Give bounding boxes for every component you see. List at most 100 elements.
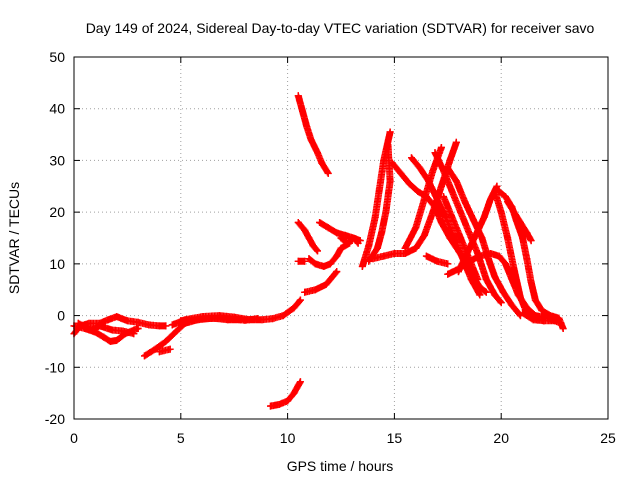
- data-point: [429, 167, 437, 175]
- data-point: [433, 195, 441, 203]
- series-arc-10: [294, 218, 322, 255]
- series-arc-07: [177, 314, 262, 325]
- data-point: [326, 260, 334, 268]
- data-point: [529, 316, 537, 324]
- data-point: [303, 123, 311, 131]
- data-point: [294, 381, 302, 389]
- data-point: [267, 402, 275, 410]
- chart-title: Day 149 of 2024, Sidereal Day-to-day VTE…: [86, 20, 595, 36]
- data-point: [324, 169, 332, 177]
- data-point: [290, 389, 298, 397]
- data-point: [482, 275, 490, 283]
- data-point: [309, 242, 317, 250]
- data-point: [433, 257, 441, 265]
- data-point: [497, 208, 505, 216]
- y-tick-label: -10: [45, 359, 65, 375]
- data-point: [279, 312, 287, 320]
- data-point: [358, 262, 366, 270]
- data-point: [301, 288, 309, 296]
- data-point: [523, 255, 531, 263]
- data-point: [369, 255, 377, 263]
- data-point: [337, 234, 345, 242]
- data-point: [452, 138, 460, 146]
- data-point: [386, 177, 394, 185]
- data-point: [333, 268, 341, 276]
- data-point: [134, 318, 142, 326]
- data-point: [457, 208, 465, 216]
- data-point: [113, 336, 121, 344]
- data-point: [108, 326, 116, 334]
- x-tick-label: 25: [600, 430, 616, 446]
- data-point: [495, 187, 503, 195]
- data-point: [119, 327, 127, 335]
- data-point: [461, 198, 469, 206]
- data-point: [311, 260, 319, 268]
- data-point: [333, 252, 341, 260]
- data-point: [371, 213, 379, 221]
- data-point: [480, 213, 488, 221]
- data-point: [145, 321, 153, 329]
- data-point: [284, 397, 292, 405]
- data-point: [301, 226, 309, 234]
- data-point: [397, 169, 405, 177]
- series-arc-08: [267, 378, 304, 410]
- series-arc-09: [294, 92, 332, 177]
- data-point: [495, 252, 503, 260]
- x-tick-label: 15: [387, 430, 403, 446]
- axis-ticks: [73, 56, 609, 420]
- data-point: [444, 260, 452, 268]
- data-point: [316, 218, 324, 226]
- data-point: [299, 107, 307, 115]
- data-point: [463, 250, 471, 258]
- data-point: [162, 322, 170, 330]
- data-point: [296, 296, 304, 304]
- data-point: [356, 237, 364, 245]
- data-point: [446, 156, 454, 164]
- data-point: [474, 275, 482, 283]
- series-arc-30: [504, 198, 535, 245]
- data-point: [448, 213, 456, 221]
- series-arc-16: [358, 128, 394, 270]
- data-point: [499, 288, 507, 296]
- data-point: [448, 187, 456, 195]
- data-point: [341, 231, 349, 239]
- data-point: [365, 242, 373, 250]
- y-tick-label: 10: [49, 256, 65, 272]
- data-point: [465, 257, 473, 265]
- data-point: [444, 164, 452, 172]
- series-arc-13: [301, 268, 341, 296]
- data-point: [294, 92, 302, 100]
- series-arc-12: [305, 239, 354, 270]
- data-point: [538, 306, 546, 314]
- data-point: [375, 185, 383, 193]
- series-arc-17: [365, 141, 394, 265]
- data-point: [457, 234, 465, 242]
- data-point: [294, 218, 302, 226]
- data-point: [482, 288, 490, 296]
- data-point: [510, 265, 518, 273]
- x-tick-label: 0: [70, 430, 78, 446]
- data-point: [431, 203, 439, 211]
- data-point: [155, 322, 163, 330]
- data-point: [151, 345, 159, 353]
- data-point: [386, 128, 394, 136]
- data-point: [476, 252, 484, 260]
- series-arc-03: [74, 319, 138, 338]
- y-axis-title: SDTVAR / TECUs: [6, 182, 22, 294]
- series-arc-15: [337, 234, 364, 247]
- data-point: [472, 231, 480, 239]
- data-point: [311, 286, 319, 294]
- data-point: [100, 333, 108, 341]
- x-tick-label: 10: [280, 430, 296, 446]
- data-point: [416, 164, 424, 172]
- data-point: [440, 193, 448, 201]
- x-tick-label: 5: [177, 430, 185, 446]
- data-point: [269, 315, 277, 323]
- data-point: [467, 275, 475, 283]
- data-point: [412, 224, 420, 232]
- data-point: [412, 244, 420, 252]
- series-arc-14: [316, 218, 362, 247]
- y-tick-label: -20: [45, 411, 65, 427]
- data-point: [501, 193, 509, 201]
